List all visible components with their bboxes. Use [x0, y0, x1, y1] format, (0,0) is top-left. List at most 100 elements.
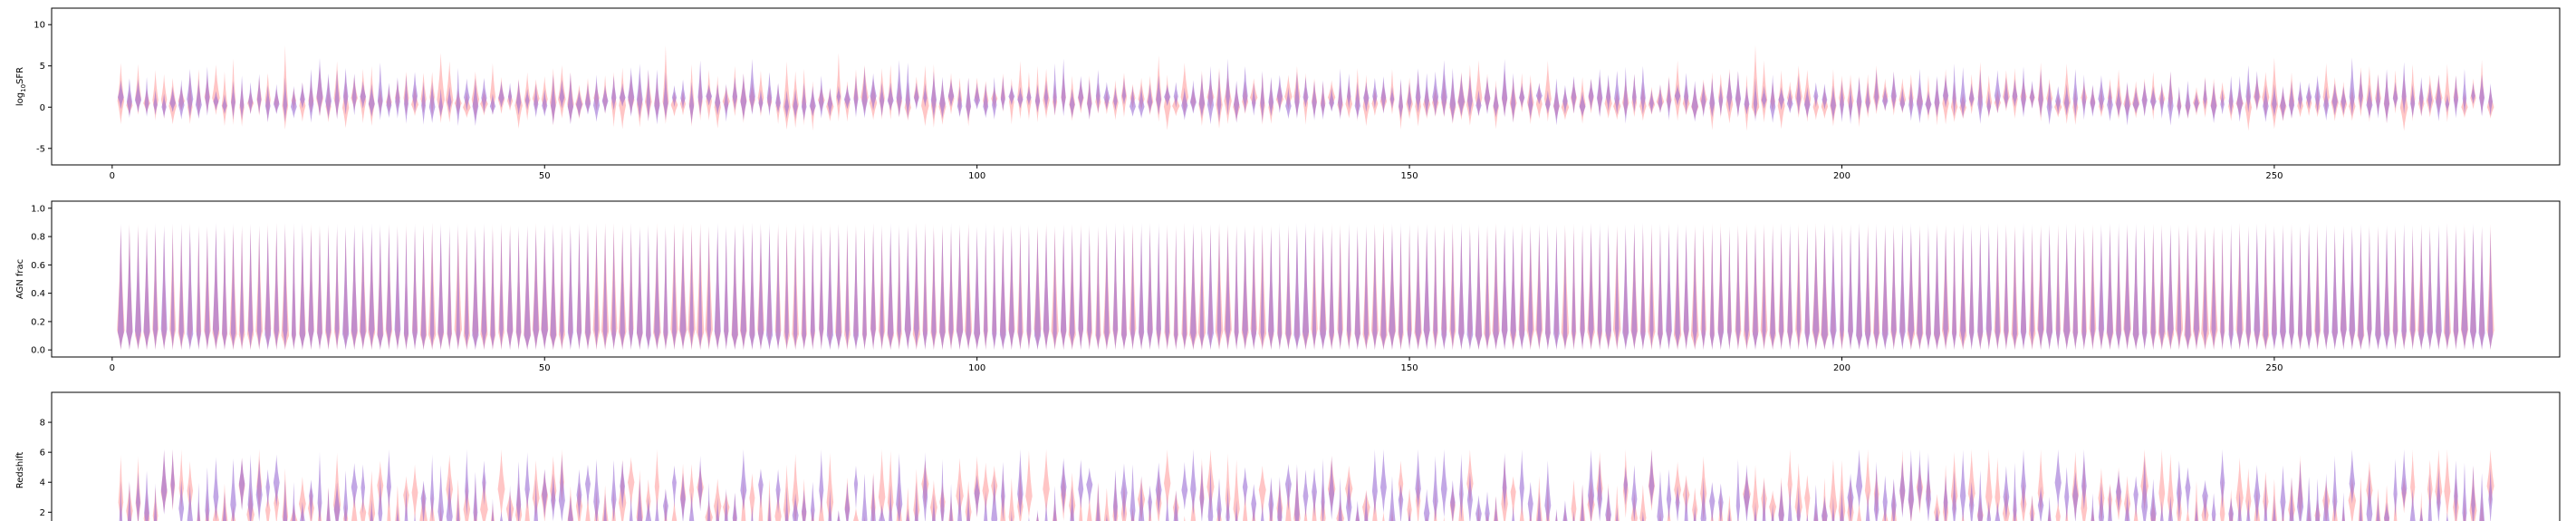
violin-b-258 — [2340, 226, 2347, 351]
violin-b-69 — [706, 482, 711, 521]
violin-b-53 — [567, 72, 574, 125]
violin-b-2 — [126, 78, 132, 119]
violin-b-244 — [2220, 89, 2225, 115]
violin-b-118 — [1129, 464, 1136, 521]
violin-b-88 — [870, 474, 876, 521]
violin-b-76 — [766, 72, 773, 116]
violin-b-131 — [1242, 467, 1248, 507]
violin-b-237 — [2158, 224, 2165, 351]
violin-a-225 — [2055, 500, 2061, 521]
violin-b-24 — [317, 451, 322, 521]
violin-b-224 — [2046, 224, 2053, 351]
violin-b-214 — [1959, 449, 1966, 521]
violin-b-29 — [360, 464, 366, 514]
violin-b-68 — [697, 223, 703, 351]
violin-b-175 — [1623, 66, 1629, 124]
violin-b-217 — [1986, 501, 1992, 521]
violin-b-145 — [1363, 81, 1370, 112]
violin-b-261 — [2366, 84, 2373, 119]
violin-b-82 — [819, 75, 824, 119]
violin-b-235 — [2141, 456, 2148, 521]
violin-b-230 — [2098, 223, 2105, 351]
violin-b-149 — [1399, 78, 1403, 121]
violin-b-114 — [1096, 483, 1101, 521]
violin-b-119 — [1138, 475, 1145, 521]
violin-a-106 — [1025, 450, 1033, 518]
violin-b-154 — [1441, 227, 1447, 351]
violin-b-7 — [169, 86, 176, 112]
violin-b-162 — [1510, 225, 1516, 351]
violin-b-14 — [230, 458, 236, 521]
violin-b-129 — [1225, 224, 1231, 351]
violin-b-232 — [2115, 470, 2122, 514]
violin-b-223 — [2037, 486, 2044, 521]
violin-b-70 — [714, 222, 721, 351]
violin-b-174 — [1616, 507, 1619, 521]
violin-b-161 — [1502, 452, 1507, 512]
violin-b-10 — [197, 482, 200, 521]
violin-b-108 — [1044, 499, 1048, 521]
violin-b-18 — [264, 225, 272, 351]
violin-b-20 — [283, 77, 288, 122]
violin-b-76 — [768, 492, 771, 521]
violin-b-31 — [377, 223, 383, 351]
violin-b-62 — [646, 69, 651, 122]
violin-b-139 — [1312, 81, 1317, 121]
violin-b-1 — [117, 223, 124, 351]
violin-b-80 — [802, 222, 807, 351]
violin-b-40 — [456, 222, 460, 351]
violin-b-263 — [2383, 225, 2390, 351]
violin-b-272 — [2461, 226, 2468, 351]
violin-b-92 — [904, 226, 911, 351]
violin-b-250 — [2271, 225, 2277, 351]
violin-b-151 — [1415, 68, 1421, 113]
violin-b-17 — [256, 225, 262, 351]
violin-b-196 — [1804, 224, 1811, 351]
violin-b-89 — [879, 504, 886, 521]
violin-b-171 — [1588, 222, 1594, 351]
violin-b-164 — [1528, 224, 1533, 351]
violin-b-34 — [403, 227, 409, 351]
violin-b-16 — [248, 82, 254, 115]
violin-b-108 — [1043, 80, 1049, 111]
violin-b-72 — [732, 492, 737, 521]
violin-b-85 — [845, 223, 850, 351]
violin-b-100 — [974, 82, 981, 110]
violin-b-159 — [1485, 225, 1490, 351]
violin-b-264 — [2393, 226, 2398, 351]
x-tick-label-1-250: 250 — [2265, 171, 2283, 181]
violin-b-67 — [688, 492, 695, 521]
violin-b-263 — [2384, 69, 2390, 123]
violin-b-139 — [1312, 222, 1317, 351]
violin-b-167 — [1553, 226, 1560, 351]
violin-b-132 — [1251, 484, 1257, 521]
violin-b-50 — [542, 468, 548, 518]
violin-b-72 — [731, 225, 738, 351]
violin-b-99 — [966, 224, 971, 351]
violin-b-270 — [2446, 512, 2449, 521]
violin-b-11 — [205, 226, 210, 351]
violin-b-250 — [2273, 495, 2276, 521]
violin-b-73 — [740, 73, 747, 121]
violin-b-46 — [508, 485, 512, 521]
violin-b-257 — [2331, 83, 2338, 116]
violin-b-236 — [2149, 86, 2157, 111]
violin-b-203 — [1865, 226, 1871, 351]
violin-b-120 — [1148, 485, 1152, 521]
violin-b-157 — [1466, 226, 1474, 351]
violin-b-180 — [1666, 469, 1672, 521]
violin-b-205 — [1881, 225, 1889, 351]
violin-b-251 — [2280, 465, 2286, 521]
violin-b-241 — [2194, 92, 2199, 113]
violin-b-60 — [629, 495, 633, 521]
violin-a-203 — [1864, 449, 1871, 511]
violin-b-63 — [655, 497, 659, 521]
violin-b-46 — [507, 82, 513, 108]
x-tick-label-2-50: 50 — [539, 363, 551, 373]
violin-a-266 — [2410, 449, 2416, 513]
violin-b-149 — [1399, 222, 1403, 351]
violin-b-4 — [143, 226, 150, 351]
violin-a-30 — [368, 470, 376, 521]
violin-b-62 — [645, 224, 651, 351]
violin-a-86 — [852, 507, 859, 521]
